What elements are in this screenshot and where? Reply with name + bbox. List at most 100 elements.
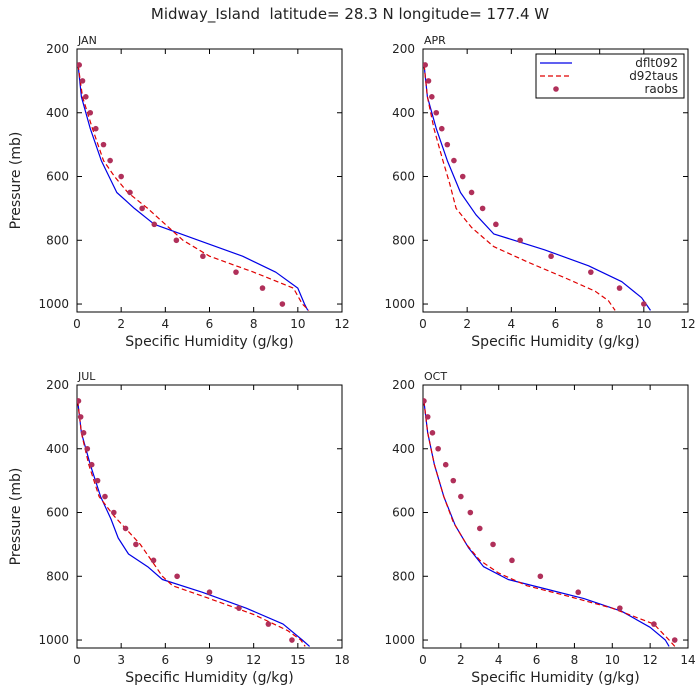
x-tick-label: 2 xyxy=(117,317,125,331)
plot-data xyxy=(77,398,310,647)
x-tick-label: 12 xyxy=(334,317,349,331)
x-axis-label: Specific Humidity (g/kg) xyxy=(471,334,639,350)
x-tick-label: 12 xyxy=(246,653,261,667)
x-axis-label: Specific Humidity (g/kg) xyxy=(125,670,293,686)
x-tick-label: 2 xyxy=(463,317,471,331)
x-axis-label: Specific Humidity (g/kg) xyxy=(125,334,293,350)
raobs-marker xyxy=(451,157,457,164)
raobs-marker xyxy=(87,109,94,116)
y-tick-label: 1000 xyxy=(384,297,415,311)
x-tick-label: 8 xyxy=(250,317,258,331)
legend-entry-label: dflt092 xyxy=(635,56,678,70)
raobs-marker xyxy=(102,493,108,500)
raobs-marker xyxy=(423,62,429,68)
panel-label: APR xyxy=(424,34,446,47)
raobs-marker xyxy=(122,525,129,532)
x-tick-label: 0 xyxy=(419,653,427,667)
d92taus-line xyxy=(423,400,676,647)
y-tick-label: 600 xyxy=(392,170,415,184)
raobs-marker xyxy=(94,477,101,484)
dflt092-line xyxy=(423,400,670,647)
raobs-marker xyxy=(83,94,89,100)
dflt092-line xyxy=(423,64,651,311)
x-tick-label: 15 xyxy=(290,653,305,667)
raobs-marker xyxy=(133,541,139,548)
legend-entry-label: d92taus xyxy=(629,69,678,83)
panel-oct: OCT 0 2 4 6 8 10 12 14 200 400 600 800 1000 Specific H… xyxy=(384,370,695,686)
x-tick-label: 18 xyxy=(334,653,349,667)
raobs-marker xyxy=(84,445,91,452)
raobs-marker xyxy=(423,398,427,404)
y-tick-label: 600 xyxy=(46,506,69,520)
raobs-marker xyxy=(442,461,449,468)
x-tick-label: 12 xyxy=(643,653,658,667)
raobs-marker xyxy=(429,430,436,436)
dflt092-line xyxy=(77,64,309,311)
raobs-marker xyxy=(548,253,554,260)
raobs-marker xyxy=(616,285,623,291)
y-tick-label: 400 xyxy=(46,442,69,456)
raobs-marker xyxy=(537,573,544,580)
x-tick-label: 0 xyxy=(73,317,81,331)
y-tick-label: 400 xyxy=(392,106,415,120)
x-tick-label: 6 xyxy=(533,653,541,667)
y-axis-label: Pressure (mb) xyxy=(8,132,24,230)
y-tick-label: 200 xyxy=(392,42,415,56)
y-tick-label: 600 xyxy=(392,506,415,520)
figure-title: Midway_Island latitude= 28.3 N longitude… xyxy=(151,5,549,24)
raobs-marker xyxy=(139,205,145,212)
x-tick-label: 4 xyxy=(508,317,516,331)
raobs-marker xyxy=(173,237,180,244)
raobs-marker xyxy=(435,445,441,452)
x-tick-label: 4 xyxy=(495,653,503,667)
raobs-marker xyxy=(467,509,474,516)
legend-entry-label: raobs xyxy=(645,82,679,96)
raobs-marker xyxy=(479,205,486,212)
plot-frame xyxy=(422,384,689,649)
raobs-marker xyxy=(490,541,496,548)
y-tick-label: 1000 xyxy=(38,633,69,647)
raobs-marker xyxy=(289,637,295,643)
x-tick-label: 12 xyxy=(680,317,695,331)
x-tick-label: 10 xyxy=(290,317,305,331)
y-tick-label: 800 xyxy=(46,233,69,247)
x-tick-label: 8 xyxy=(596,317,604,331)
raobs-marker xyxy=(79,78,86,84)
raobs-marker xyxy=(433,109,440,116)
raobs-marker xyxy=(265,621,272,627)
panel-label: JUL xyxy=(77,370,96,383)
x-tick-label: 4 xyxy=(162,317,170,331)
y-tick-label: 800 xyxy=(392,233,415,247)
y-tick-label: 400 xyxy=(46,106,69,120)
raobs-marker xyxy=(476,525,483,532)
panel-apr: APR 0 2 4 6 8 10 12 200 400 600 800 1000 Specific Hum… xyxy=(384,34,695,350)
y-axis-label: Pressure (mb) xyxy=(8,468,24,566)
panel-jul: JUL 0 3 6 9 12 15 18 200 400 600 800 1000 Specific Hu… xyxy=(8,370,350,686)
raobs-marker xyxy=(127,189,133,196)
raobs-marker xyxy=(150,557,157,564)
x-tick-label: 8 xyxy=(571,653,579,667)
raobs-marker xyxy=(107,157,113,164)
panel-label: OCT xyxy=(424,370,447,383)
raobs-marker xyxy=(459,173,466,180)
raobs-marker xyxy=(671,637,678,643)
raobs-marker xyxy=(425,78,432,84)
x-tick-label: 6 xyxy=(206,317,214,331)
x-tick-label: 14 xyxy=(680,653,695,667)
raobs-marker xyxy=(233,269,239,275)
raobs-marker xyxy=(200,253,206,260)
raobs-marker xyxy=(77,62,83,68)
y-tick-label: 800 xyxy=(392,569,415,583)
raobs-marker xyxy=(493,221,499,228)
raobs-marker xyxy=(509,557,515,564)
x-tick-label: 10 xyxy=(636,317,651,331)
d92taus-line xyxy=(77,64,310,311)
y-tick-label: 1000 xyxy=(38,297,69,311)
raobs-marker xyxy=(429,94,435,100)
x-tick-label: 3 xyxy=(117,653,125,667)
raobs-marker xyxy=(236,605,242,611)
plot-data xyxy=(77,62,310,311)
y-tick-label: 200 xyxy=(46,42,69,56)
